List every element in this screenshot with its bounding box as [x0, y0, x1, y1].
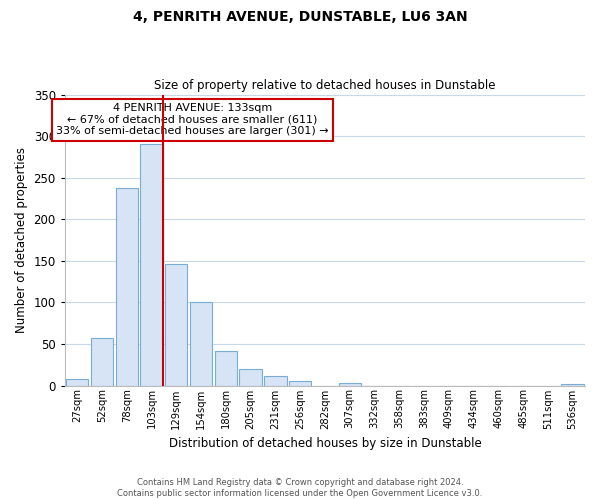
Y-axis label: Number of detached properties: Number of detached properties	[15, 147, 28, 333]
Bar	[562, 384, 584, 386]
Text: 4, PENRITH AVENUE, DUNSTABLE, LU6 3AN: 4, PENRITH AVENUE, DUNSTABLE, LU6 3AN	[133, 10, 467, 24]
Text: Contains HM Land Registry data © Crown copyright and database right 2024.
Contai: Contains HM Land Registry data © Crown c…	[118, 478, 482, 498]
Bar	[190, 302, 212, 386]
Bar	[66, 379, 88, 386]
Bar	[215, 350, 237, 386]
Bar	[140, 144, 163, 386]
Text: 4 PENRITH AVENUE: 133sqm
← 67% of detached houses are smaller (611)
33% of semi-: 4 PENRITH AVENUE: 133sqm ← 67% of detach…	[56, 104, 329, 136]
Bar	[239, 369, 262, 386]
Bar	[338, 383, 361, 386]
Bar	[165, 264, 187, 386]
Bar	[91, 338, 113, 386]
Bar	[264, 376, 287, 386]
Bar	[289, 380, 311, 386]
Bar	[116, 188, 138, 386]
X-axis label: Distribution of detached houses by size in Dunstable: Distribution of detached houses by size …	[169, 437, 481, 450]
Title: Size of property relative to detached houses in Dunstable: Size of property relative to detached ho…	[154, 79, 496, 92]
